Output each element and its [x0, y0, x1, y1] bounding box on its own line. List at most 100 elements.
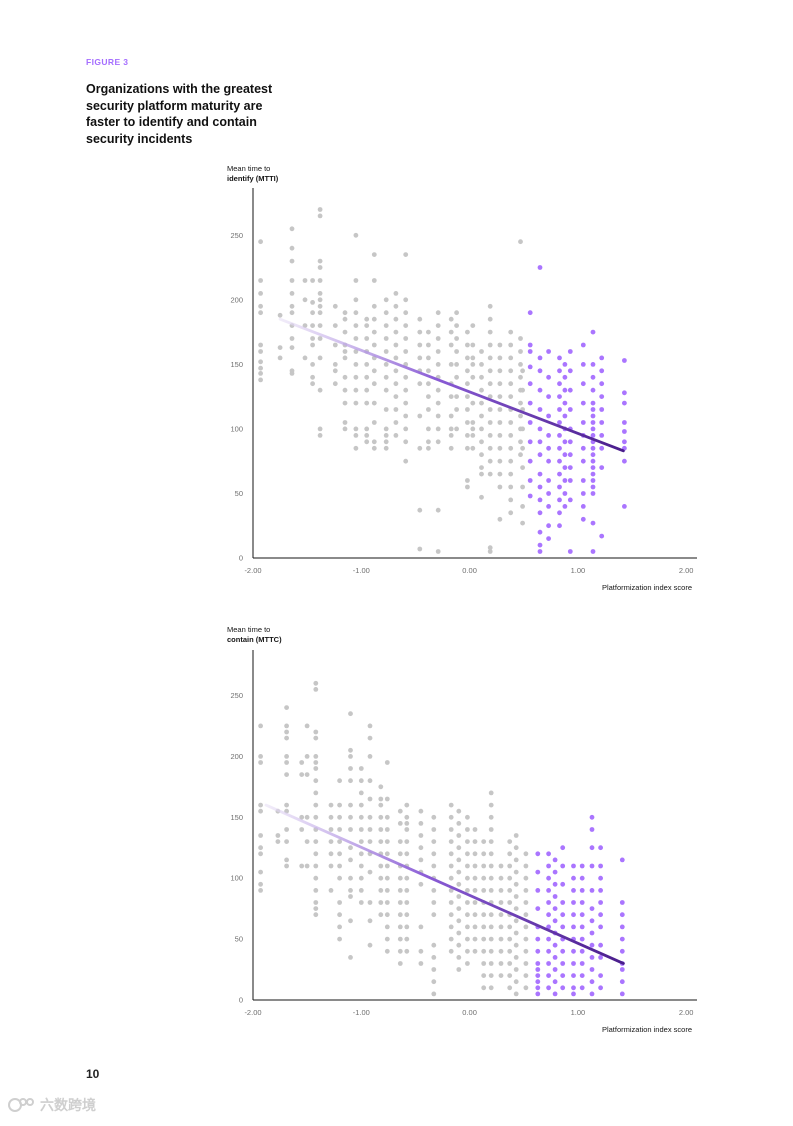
data-point [403, 426, 409, 432]
data-point [364, 400, 370, 406]
data-point-high-platformization [560, 845, 566, 851]
data-point-high-platformization [546, 851, 551, 857]
figure-label: FIGURE 3 [86, 57, 129, 67]
data-point-high-platformization [552, 991, 558, 997]
data-point-high-platformization [537, 529, 543, 535]
data-point [508, 355, 514, 361]
data-point-high-platformization [560, 900, 566, 905]
data-point [487, 433, 493, 438]
data-point [431, 814, 437, 820]
data-point [348, 894, 353, 899]
data-point [507, 863, 513, 869]
data-point [258, 371, 263, 376]
data-point [497, 484, 503, 490]
data-point-high-platformization [537, 407, 543, 412]
data-point [403, 310, 409, 316]
data-point [435, 439, 441, 445]
data-point-high-platformization [567, 439, 573, 445]
data-point [448, 316, 454, 322]
data-point [342, 349, 348, 354]
data-point [397, 851, 403, 857]
data-point-high-platformization [598, 973, 603, 978]
data-point-high-platformization [580, 458, 586, 464]
data-point [378, 863, 384, 869]
data-point [371, 420, 377, 425]
y-axis-label-line2: contain (MTTC) [227, 635, 282, 644]
data-point [513, 930, 519, 936]
data-point [508, 381, 514, 387]
data-point-high-platformization [557, 471, 562, 477]
data-point [470, 426, 476, 432]
data-point [367, 796, 373, 802]
data-point [258, 754, 263, 759]
data-point-high-platformization [557, 458, 562, 464]
data-point [353, 433, 359, 438]
data-point-high-platformization [571, 973, 576, 978]
data-point [378, 888, 384, 893]
data-point-high-platformization [560, 948, 566, 954]
data-point-high-platformization [598, 888, 603, 893]
data-point [337, 900, 342, 905]
data-point [258, 851, 263, 857]
data-point-high-platformization [589, 991, 595, 997]
data-point-high-platformization [527, 381, 533, 387]
data-point [342, 316, 348, 322]
data-point [284, 705, 289, 710]
data-point-high-platformization [580, 478, 586, 483]
data-point-high-platformization [557, 510, 562, 516]
data-point [448, 426, 454, 432]
data-point [353, 362, 359, 367]
data-point [317, 310, 323, 316]
data-point [448, 875, 454, 881]
data-point [313, 875, 319, 881]
data-point [520, 426, 525, 432]
data-point-high-platformization [537, 484, 543, 490]
data-point-high-platformization [590, 329, 596, 335]
data-point [513, 869, 519, 875]
data-point [317, 426, 323, 432]
data-point [431, 827, 437, 832]
data-point [448, 362, 454, 367]
data-point [304, 814, 310, 820]
data-point-high-platformization [571, 961, 576, 966]
data-point [358, 851, 364, 857]
data-point [523, 961, 529, 966]
data-point [470, 374, 476, 380]
data-point-high-platformization [622, 420, 627, 425]
data-point [465, 839, 470, 844]
data-point [481, 924, 487, 930]
data-point [378, 912, 384, 918]
x-tick-label: 1.00 [571, 566, 586, 575]
data-point-high-platformization [579, 973, 585, 978]
data-point [431, 955, 437, 960]
data-point-high-platformization [590, 484, 596, 490]
data-point [498, 888, 504, 893]
data-point [358, 814, 364, 820]
data-point [497, 342, 503, 348]
data-point-high-platformization [599, 420, 605, 425]
data-point [513, 833, 519, 838]
data-point-high-platformization [535, 851, 541, 857]
data-point [353, 349, 359, 354]
y-axis-label-line2: identify (MTTI) [227, 174, 279, 183]
data-point-high-platformization [537, 452, 543, 458]
data-point [520, 387, 525, 393]
data-point [313, 735, 319, 741]
data-point-high-platformization [546, 536, 551, 541]
data-point-high-platformization [590, 362, 596, 367]
data-point [456, 857, 462, 863]
x-tick-label: 0.00 [462, 1008, 477, 1017]
data-point [317, 207, 323, 212]
data-point [417, 413, 423, 419]
data-point-high-platformization [535, 869, 541, 875]
data-point [353, 232, 359, 238]
data-point-high-platformization [579, 900, 585, 905]
data-point [397, 924, 403, 930]
data-point [518, 336, 523, 341]
data-point [520, 504, 525, 509]
data-point [317, 278, 323, 283]
data-point [393, 342, 399, 348]
data-point [403, 349, 409, 354]
data-point [313, 760, 319, 765]
data-point [258, 869, 263, 875]
